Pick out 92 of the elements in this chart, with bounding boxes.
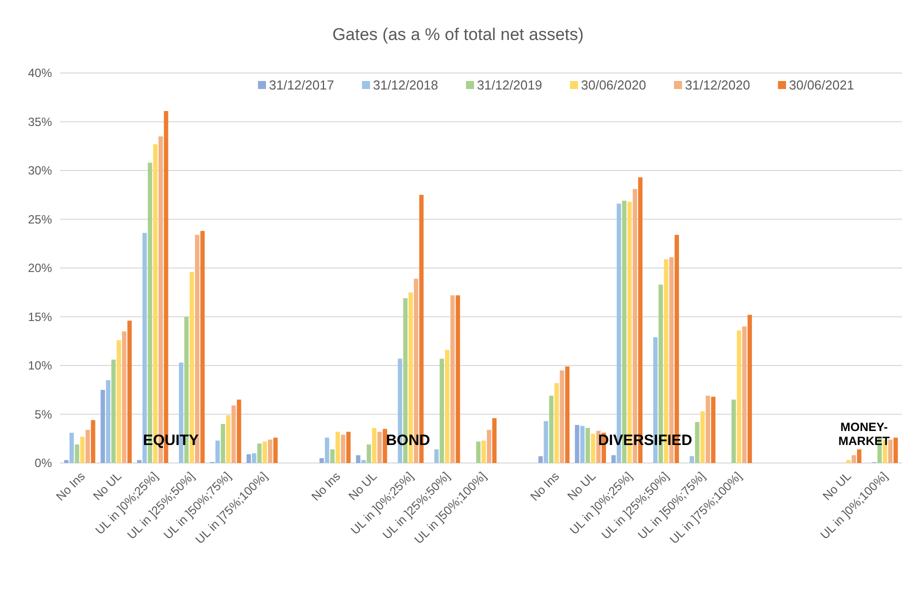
bar (273, 438, 278, 463)
legend-label: 31/12/2019 (477, 78, 542, 93)
bar (137, 460, 142, 463)
bar (846, 460, 851, 463)
bar (346, 432, 351, 463)
chart-title: Gates (as a % of total net assets) (332, 25, 584, 44)
bar (262, 442, 267, 463)
bar (320, 458, 324, 463)
bar (382, 428, 388, 463)
y-tick-label: 15% (28, 310, 52, 324)
bar (330, 449, 335, 463)
bar (611, 455, 616, 463)
bar (544, 421, 548, 463)
bar (450, 295, 455, 463)
bar (554, 383, 559, 463)
bar (492, 418, 497, 463)
legend-label: 30/06/2020 (581, 78, 646, 93)
bar (732, 400, 736, 463)
bar (476, 442, 480, 463)
bar (336, 432, 340, 463)
bar (690, 456, 694, 463)
y-tick-label: 0% (34, 456, 52, 470)
bar (888, 440, 892, 463)
bar (706, 396, 710, 463)
y-tick-label: 10% (28, 358, 52, 373)
x-tick-label: No Ins (528, 469, 562, 504)
x-tick-label: No Ins (53, 469, 88, 504)
y-tick-label: 25% (28, 212, 52, 226)
legend-label: 31/12/2020 (685, 78, 750, 93)
bar (565, 366, 570, 463)
bar (324, 438, 330, 463)
bar (361, 460, 366, 463)
bar (356, 455, 360, 463)
bar (445, 350, 450, 463)
bar (86, 430, 90, 463)
legend-label: 30/06/2021 (789, 78, 854, 93)
bar (74, 444, 80, 463)
bar (894, 438, 898, 463)
bar (586, 428, 590, 463)
bar (100, 390, 105, 463)
bar (560, 370, 564, 463)
bar (434, 449, 439, 463)
y-tick-label: 35% (28, 114, 52, 129)
legend-label: 31/12/2018 (373, 78, 438, 93)
bar (580, 426, 585, 463)
legend-label: 31/12/2017 (269, 78, 334, 93)
bar (268, 440, 272, 463)
annotation: EQUITY (142, 432, 199, 449)
bar (456, 295, 460, 463)
bar (366, 444, 372, 463)
bar (226, 415, 230, 463)
bar (857, 449, 862, 463)
bar (127, 320, 132, 463)
bar (742, 326, 747, 463)
bar (748, 314, 752, 463)
bar (70, 432, 74, 463)
bar (64, 460, 68, 463)
bar (116, 340, 122, 463)
bar (340, 434, 346, 463)
bar (200, 230, 205, 463)
bar (246, 454, 251, 463)
bar (695, 422, 700, 463)
bar (852, 455, 856, 463)
bar (111, 360, 116, 463)
bar (90, 420, 96, 463)
y-tick-label: 5% (34, 407, 52, 422)
bar (482, 440, 486, 463)
bar (486, 430, 492, 463)
bar (106, 380, 110, 463)
bar (257, 444, 262, 463)
bar (711, 396, 716, 463)
bar (736, 330, 742, 463)
bar (377, 432, 382, 463)
bar (252, 453, 256, 463)
bar (538, 456, 543, 463)
bar (549, 396, 554, 463)
bar (122, 331, 126, 463)
bar (590, 434, 596, 463)
y-tick-label: 20% (28, 261, 52, 276)
bar (215, 440, 220, 463)
bar (236, 400, 242, 463)
bar (700, 411, 705, 463)
bar (574, 424, 580, 463)
x-tick-label: No Ins (308, 469, 344, 504)
y-tick-label: 30% (28, 164, 52, 178)
y-tick-label: 40% (28, 66, 52, 80)
bar (372, 428, 376, 463)
bar (231, 405, 236, 463)
annotation: MONEY-MARKET (838, 420, 890, 448)
bar (80, 436, 85, 463)
bar (220, 424, 226, 463)
bar (440, 358, 444, 463)
